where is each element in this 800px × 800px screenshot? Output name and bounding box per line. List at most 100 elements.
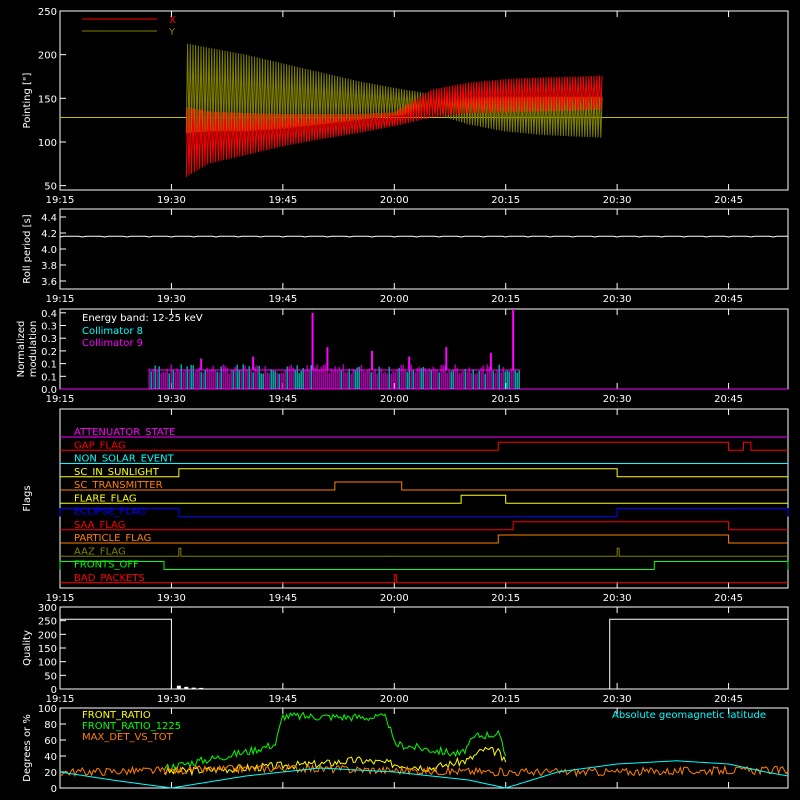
y-tick-label: 0 (51, 784, 57, 795)
y-tick-label: 200 (38, 51, 57, 62)
y-tick-label: 0 (51, 685, 57, 696)
y-tick-label: 4.0 (41, 245, 57, 256)
x-tick-label: 20:45 (714, 394, 743, 405)
y-tick-label: 100 (38, 658, 57, 669)
x-tick-label: 19:15 (46, 195, 75, 206)
x-tick-label: 20:00 (380, 394, 409, 405)
legend-label: Y (168, 27, 176, 38)
x-tick-label: 20:45 (714, 294, 743, 305)
y-axis-label: Roll period [s] (22, 214, 33, 283)
y-tick-label: 40 (44, 752, 57, 763)
x-tick-label: 20:00 (380, 593, 409, 604)
x-tick-label: 19:15 (46, 394, 75, 405)
y-tick-label: 0.4 (41, 309, 57, 320)
y-tick-label: 0.3 (41, 334, 57, 345)
y-tick-label: 150 (38, 94, 57, 105)
x-tick-label: 20:45 (714, 694, 743, 705)
series-Y (185, 43, 603, 138)
y-axis-label-line2: modulation (28, 321, 39, 378)
legend-label: FRONT_RATIO (82, 710, 151, 721)
x-tick-label: 20:15 (491, 694, 520, 705)
y-tick-label: 3.6 (41, 277, 57, 288)
x-tick-label: 20:30 (603, 195, 632, 206)
x-tick-label: 20:15 (491, 593, 520, 604)
y-axis-label: Quality (22, 630, 33, 666)
y-tick-label: 0.3 (41, 322, 57, 333)
y-tick-label: 200 (38, 630, 57, 641)
y-axis-label-group: Roll period [s] (22, 214, 33, 283)
y-tick-label: 250 (38, 617, 57, 628)
series-max_det_vs_tot (59, 763, 789, 778)
panel-frame-1 (59, 208, 789, 290)
y-axis-label: Degrees or % (22, 714, 33, 782)
legend-label: FRONT_RATIO_1225 (82, 721, 181, 732)
legend-label: Collimator 9 (82, 338, 143, 349)
legend-label: X (169, 15, 176, 26)
x-tick-label: 19:15 (46, 694, 75, 705)
panel-frame-5 (59, 707, 789, 789)
x-tick-label: 20:00 (380, 195, 409, 206)
x-tick-label: 19:45 (268, 195, 297, 206)
flag-label: FRONTS_OFF (74, 560, 139, 571)
y-tick-label: 300 (38, 603, 57, 614)
x-tick-label: 20:00 (380, 694, 409, 705)
y-tick-label: 4.4 (41, 213, 57, 224)
y-axis-label: Flags (22, 485, 33, 511)
quality-blip (191, 687, 196, 689)
x-tick-label: 19:45 (268, 394, 297, 405)
y-axis-label: Pointing ["] (22, 72, 33, 128)
y-tick-label: 250 (38, 7, 57, 18)
series-X (185, 75, 603, 177)
x-tick-label: 19:45 (268, 694, 297, 705)
x-tick-label: 19:30 (157, 294, 186, 305)
x-tick-label: 19:30 (157, 694, 186, 705)
legend-label: Absolute geomagnetic latitude (612, 710, 766, 721)
y-tick-label: 50 (44, 671, 57, 682)
y-tick-label: 80 (44, 720, 57, 731)
x-tick-label: 19:45 (268, 294, 297, 305)
flag-label: FLARE_FLAG (74, 493, 137, 504)
flag-label: GAP_FLAG (74, 440, 126, 451)
y-axis-label-group: Flags (22, 485, 33, 511)
flag-label: PARTICLE_FLAG (74, 533, 151, 544)
x-tick-label: 19:30 (157, 394, 186, 405)
quality-line (60, 618, 788, 690)
x-tick-label: 19:15 (46, 593, 75, 604)
y-tick-label: 0.0 (41, 385, 57, 396)
x-tick-label: 20:00 (380, 294, 409, 305)
quality-blip (184, 686, 189, 689)
energy-band-label: Energy band: 12-25 keV (82, 313, 203, 324)
y-axis-label-group: Quality (22, 630, 33, 666)
y-tick-label: 100 (38, 138, 57, 149)
flag-line-sc_transmitter (60, 481, 788, 491)
legend-label: Collimator 8 (82, 326, 143, 337)
flag-line-sc_in_sunlight (60, 468, 788, 478)
x-tick-label: 20:15 (491, 195, 520, 206)
x-tick-label: 19:30 (157, 195, 186, 206)
quality-blip (199, 687, 204, 689)
x-tick-label: 20:15 (491, 294, 520, 305)
y-tick-label: 150 (38, 644, 57, 655)
flag-label: NON_SOLAR_EVENT (74, 454, 175, 465)
y-axis-label-line1: Normalized (16, 321, 27, 378)
series-absolute-geomagnetic-latitude (59, 760, 789, 789)
y-tick-label: 0.2 (41, 347, 57, 358)
y-axis-label: Normalized modulation (16, 321, 39, 378)
legend-label: MAX_DET_VS_TOT (82, 732, 174, 743)
flag-line-bad_packets (60, 574, 788, 584)
flag-label: BAD_PACKETS (74, 573, 145, 584)
y-axis-label-group: Degrees or % (22, 714, 33, 782)
x-tick-label: 20:45 (714, 195, 743, 206)
y-tick-label: 100 (38, 704, 57, 715)
x-tick-label: 20:15 (491, 394, 520, 405)
flag-label: SAA_FLAG (74, 520, 125, 531)
roll-period-line (59, 235, 788, 238)
y-tick-label: 60 (44, 736, 57, 747)
flag-line-flare_flag (60, 494, 788, 504)
flag-line-gap_flag (60, 441, 788, 451)
panel-frame-3 (59, 408, 789, 589)
y-axis-label-group: Pointing ["] (22, 72, 33, 128)
series-front_ratio_1225 (163, 711, 507, 772)
quality-blip (176, 685, 181, 689)
